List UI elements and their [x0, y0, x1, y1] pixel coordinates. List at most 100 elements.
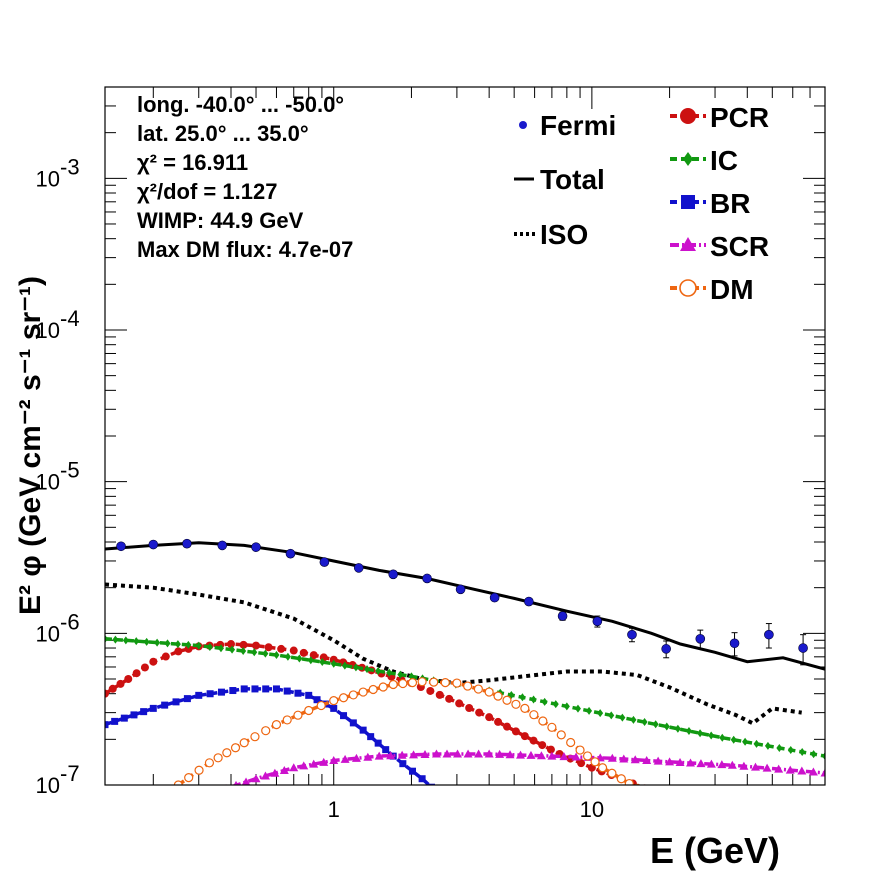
fermi-point [319, 557, 330, 567]
data-point [124, 674, 133, 683]
data-point [329, 696, 339, 706]
data-point [619, 754, 629, 763]
data-point [494, 717, 503, 726]
data-point [217, 688, 225, 696]
y-tick-exponent: -6 [60, 609, 80, 634]
data-point [299, 761, 309, 770]
data-point [262, 685, 270, 693]
data-point [630, 755, 640, 764]
info-line: long. -40.0° ... -50.0° [137, 92, 344, 117]
data-point [493, 691, 503, 701]
data-point [739, 761, 749, 770]
fermi-point [285, 548, 296, 559]
data-point [111, 717, 119, 725]
y-axis-title: E² φ (GeV cm⁻² s⁻¹ sr⁻¹) [14, 276, 47, 615]
data-point [674, 724, 681, 733]
data-point [485, 713, 494, 722]
data-point [502, 722, 511, 731]
info-line: Max DM flux: 4.7e-07 [137, 237, 353, 262]
data-point [283, 687, 291, 695]
data-point [217, 644, 224, 653]
data-point [289, 646, 298, 655]
data-point [431, 749, 441, 758]
data-point [473, 684, 483, 694]
data-point [442, 749, 452, 758]
data-point [359, 726, 367, 734]
legend-marker-pcr [680, 108, 696, 124]
data-point [685, 727, 692, 736]
data-point [495, 749, 505, 758]
legend-label-br: BR [710, 188, 750, 219]
data-point [329, 655, 338, 664]
data-point [240, 646, 247, 655]
data-point [574, 704, 581, 713]
data-point [293, 710, 303, 720]
data-point [409, 750, 419, 759]
series-fermi [116, 538, 808, 666]
fermi-point [661, 644, 671, 654]
data-point [624, 778, 634, 785]
data-point [282, 715, 292, 725]
data-point [445, 694, 454, 703]
data-point [273, 650, 280, 659]
data-point [538, 716, 548, 726]
data-point [105, 721, 109, 729]
data-point [251, 648, 258, 657]
data-point [262, 649, 269, 658]
data-point [368, 684, 378, 695]
data-point [577, 759, 586, 768]
data-point [239, 738, 249, 748]
data-point [429, 677, 439, 687]
data-point [607, 768, 617, 778]
data-point [330, 704, 338, 712]
data-point [785, 765, 795, 774]
data-point [296, 654, 303, 663]
legend: Fermi Total ISO PCR IC BR SCR DM [514, 102, 769, 305]
data-point [348, 690, 358, 700]
data-point [264, 643, 273, 652]
data-point [261, 726, 271, 736]
data-point [112, 635, 119, 644]
data-point [313, 696, 321, 704]
info-line: χ² = 16.911 [137, 150, 248, 175]
data-point [184, 773, 194, 783]
data-point [183, 695, 191, 703]
fermi-point [353, 563, 364, 573]
data-point [399, 760, 407, 768]
data-point [398, 678, 408, 689]
data-point [229, 687, 237, 695]
data-point [364, 665, 371, 674]
data-point [154, 638, 161, 647]
data-point [753, 739, 760, 748]
legend-marker-ic [683, 152, 693, 166]
data-point [149, 657, 158, 666]
legend-label-total: Total [540, 164, 605, 195]
series-line-scr [231, 752, 825, 785]
data-point [630, 715, 637, 724]
data-point [277, 644, 286, 653]
y-tick-exponent: -7 [60, 761, 80, 786]
data-point [437, 792, 444, 799]
data-point [164, 639, 171, 648]
data-point [538, 741, 547, 750]
data-point [132, 669, 141, 678]
data-point [575, 745, 585, 755]
series-line-iso [105, 582, 802, 726]
data-point [251, 685, 259, 693]
data-point [294, 689, 302, 697]
series-total [105, 541, 825, 671]
data-point [529, 710, 539, 720]
data-point [463, 749, 473, 758]
data-point [822, 752, 825, 761]
series-line-total [105, 541, 825, 671]
data-point [511, 727, 520, 736]
data-point [426, 686, 435, 695]
data-point [378, 682, 388, 692]
data-point [230, 743, 241, 753]
data-point [367, 733, 375, 741]
fermi-point [695, 634, 706, 644]
data-point [597, 709, 604, 718]
data-point [271, 720, 282, 730]
data-point [374, 751, 384, 760]
